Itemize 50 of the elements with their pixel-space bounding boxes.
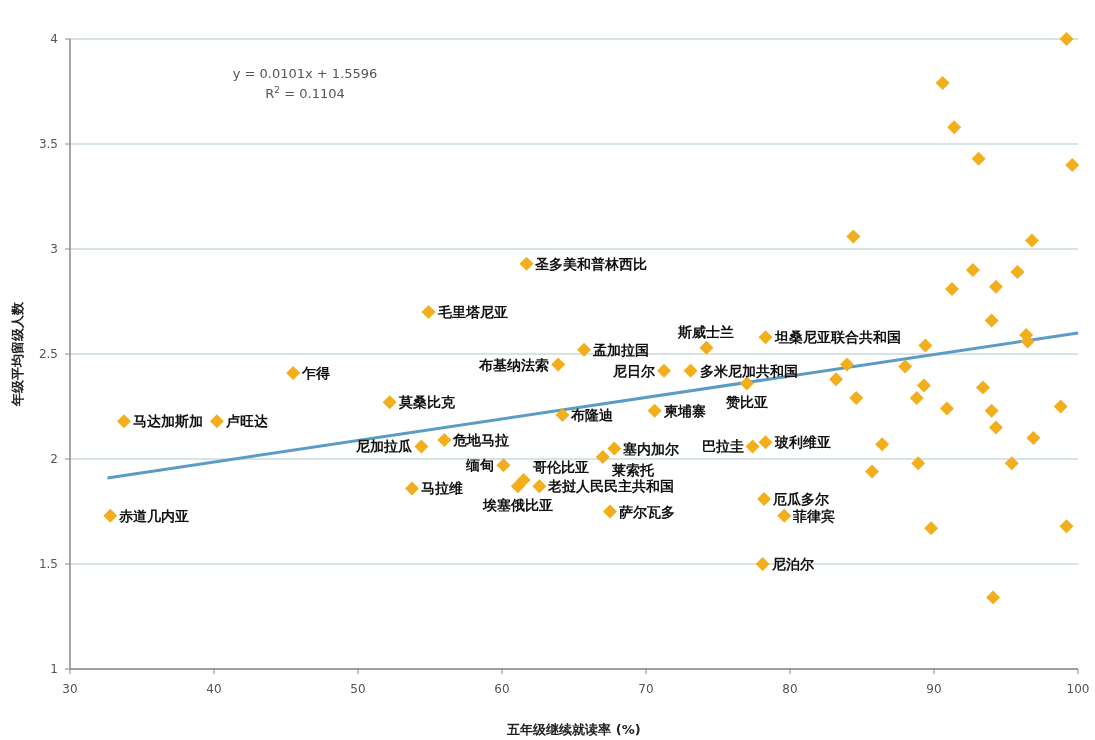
annotation: 圣多美和普林西比 [534, 255, 648, 272]
y-tick-label: 3.5 [38, 137, 58, 151]
x-tick-label: 50 [350, 682, 366, 696]
annotation: 埃塞俄比亚 [481, 497, 553, 514]
annotation: 尼日尔 [612, 362, 656, 379]
y-axis-title: 年级平均留级人数 [10, 301, 25, 407]
x-tick-label: 90 [926, 682, 942, 696]
annotation: 乍得 [301, 364, 331, 381]
annotation: y = 0.0101x + 1.5596 [232, 66, 378, 81]
annotation: 马拉维 [421, 480, 463, 497]
annotation: 巴拉圭 [701, 438, 744, 455]
y-tick-label: 4 [50, 32, 58, 46]
y-tick-label: 1 [50, 662, 58, 676]
annotation: 厄瓜多尔 [772, 490, 831, 507]
y-tick-label: 2.5 [38, 347, 58, 361]
annotation: 玻利维亚 [773, 434, 831, 451]
annotation: 坦桑尼亚联合共和国 [773, 329, 901, 346]
x-tick-label: 40 [206, 682, 222, 696]
annotation: 老挝人民民主共和国 [547, 478, 675, 495]
y-tick-label: 1.5 [38, 557, 58, 571]
annotation: 赤道几内亚 [118, 507, 190, 524]
annotation: 卢旺达 [224, 413, 269, 430]
annotation: 危地马拉 [452, 432, 510, 449]
annotation: 菲律宾 [792, 507, 836, 524]
annotation: 赞比亚 [724, 394, 768, 411]
annotation: 哥伦比亚 [531, 459, 589, 475]
annotation: R$^{2}$ = 0.1104 [265, 85, 345, 101]
annotation: 毛里塔尼亚 [436, 304, 508, 320]
annotation: 塞内加尔 [622, 440, 681, 457]
y-tick-label: 3 [50, 242, 58, 256]
annotation: 尼加拉瓜 [355, 438, 414, 455]
x-tick-label: 60 [494, 682, 510, 696]
annotation: 斯威士兰 [677, 323, 735, 340]
annotation: 缅甸 [465, 457, 495, 474]
x-tick-label: 100 [1066, 682, 1090, 696]
x-axis-title: 五年级继续就读率 (%) [506, 722, 641, 737]
annotation: 柬埔寨 [662, 402, 706, 419]
annotation: 布基纳法索 [478, 356, 550, 373]
annotation: 尼泊尔 [770, 556, 815, 572]
x-tick-label: 80 [782, 682, 798, 696]
annotation: 孟加拉国 [592, 341, 650, 358]
annotation: 莱索托 [610, 461, 655, 478]
annotation: 莫桑比克 [397, 394, 456, 411]
annotation: 萨尔瓦多 [618, 503, 675, 520]
y-tick-label: 2 [50, 452, 58, 466]
annotation: 马达加斯加 [133, 413, 203, 430]
annotation: 多米尼加共和国 [699, 362, 798, 379]
x-tick-label: 70 [638, 682, 654, 696]
x-tick-label: 30 [62, 682, 78, 696]
annotation: 布隆迪 [570, 406, 615, 423]
